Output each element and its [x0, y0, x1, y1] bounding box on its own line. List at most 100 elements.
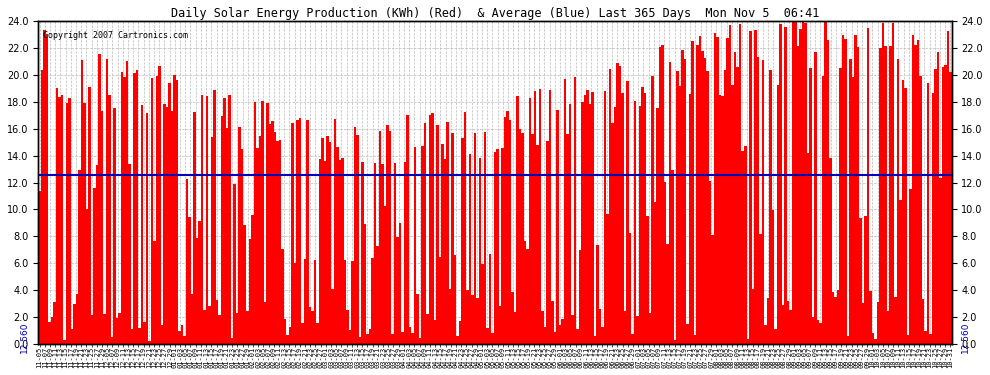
Bar — [434, 320, 437, 344]
Bar — [204, 310, 206, 344]
Bar — [824, 21, 827, 344]
Bar — [571, 315, 574, 344]
Bar — [827, 40, 829, 344]
Bar — [168, 82, 171, 344]
Bar — [556, 110, 558, 344]
Bar — [389, 130, 391, 344]
Bar — [804, 22, 807, 344]
Bar — [442, 144, 444, 344]
Bar — [925, 332, 927, 344]
Bar — [409, 327, 411, 344]
Bar — [65, 102, 68, 344]
Bar — [879, 48, 882, 344]
Bar — [171, 111, 173, 344]
Bar — [539, 89, 542, 344]
Bar — [851, 77, 854, 344]
Bar — [754, 30, 756, 344]
Bar — [386, 124, 389, 344]
Bar — [779, 24, 781, 344]
Bar — [186, 179, 188, 344]
Bar — [837, 290, 840, 344]
Bar — [564, 79, 566, 344]
Bar — [153, 242, 155, 344]
Bar — [471, 296, 474, 344]
Bar — [882, 24, 884, 344]
Bar — [91, 315, 93, 344]
Bar — [887, 311, 889, 344]
Bar — [742, 152, 744, 344]
Bar — [394, 163, 396, 344]
Bar — [907, 335, 909, 344]
Bar — [624, 311, 627, 344]
Bar — [732, 85, 734, 344]
Bar — [558, 325, 561, 344]
Bar — [519, 129, 522, 344]
Bar — [191, 294, 193, 344]
Bar — [591, 92, 594, 344]
Bar — [353, 127, 356, 344]
Bar — [622, 93, 624, 344]
Bar — [263, 302, 266, 344]
Bar — [83, 103, 86, 344]
Bar — [378, 131, 381, 344]
Bar — [342, 158, 344, 344]
Bar — [944, 64, 946, 344]
Bar — [894, 297, 897, 344]
Bar — [304, 260, 306, 344]
Bar — [842, 35, 844, 344]
Bar — [734, 52, 737, 344]
Bar — [356, 135, 358, 344]
Bar — [584, 94, 586, 344]
Bar — [639, 106, 642, 344]
Bar — [897, 59, 899, 344]
Bar — [489, 254, 491, 344]
Bar — [276, 141, 278, 344]
Bar — [537, 146, 539, 344]
Bar — [917, 39, 919, 344]
Bar — [126, 61, 129, 344]
Bar — [819, 324, 822, 344]
Bar — [53, 302, 55, 344]
Bar — [542, 311, 544, 344]
Bar — [314, 260, 316, 344]
Bar — [88, 87, 91, 344]
Bar — [93, 188, 96, 344]
Bar — [119, 314, 121, 344]
Bar — [689, 94, 691, 344]
Bar — [884, 46, 887, 344]
Bar — [406, 115, 409, 344]
Bar — [273, 132, 276, 344]
Bar — [744, 146, 746, 344]
Bar — [589, 104, 591, 344]
Bar — [522, 134, 524, 344]
Bar — [889, 46, 892, 344]
Bar — [702, 51, 704, 344]
Bar — [707, 71, 709, 344]
Bar — [291, 123, 294, 344]
Bar — [271, 122, 273, 344]
Bar — [704, 58, 707, 344]
Bar — [797, 45, 799, 344]
Bar — [774, 328, 776, 344]
Bar — [101, 111, 103, 344]
Bar — [684, 58, 686, 344]
Bar — [411, 333, 414, 344]
Bar — [501, 147, 504, 344]
Bar — [468, 154, 471, 344]
Bar — [98, 54, 101, 344]
Bar — [856, 47, 859, 344]
Bar — [576, 329, 579, 344]
Bar — [131, 329, 134, 344]
Bar — [44, 30, 46, 344]
Bar — [927, 83, 930, 344]
Bar — [514, 312, 516, 344]
Bar — [426, 314, 429, 344]
Bar — [201, 95, 204, 344]
Bar — [150, 78, 153, 344]
Bar — [248, 239, 251, 344]
Bar — [134, 73, 136, 344]
Bar — [516, 96, 519, 344]
Bar — [527, 249, 529, 344]
Bar — [491, 333, 494, 344]
Bar — [453, 255, 456, 344]
